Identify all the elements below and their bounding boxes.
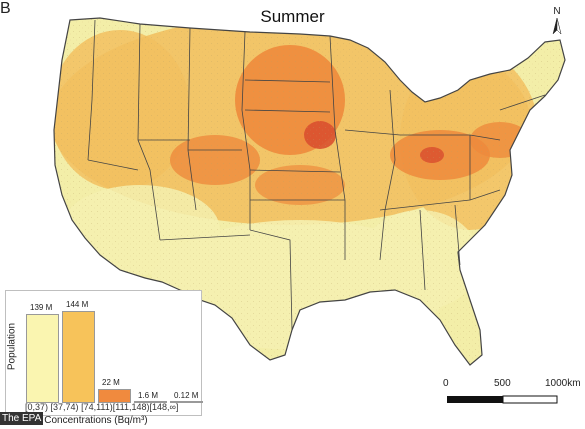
scale-label-500: 500	[494, 378, 511, 389]
north-arrow	[552, 17, 562, 35]
histogram-ylabel: Population	[6, 322, 18, 371]
histogram-bar	[98, 389, 131, 403]
population-histogram-inset: Population 139 M 144 M 22 M 1.6 M 0.12 M	[5, 290, 203, 416]
state-borders	[53, 17, 566, 366]
map-title: Summer	[260, 7, 325, 26]
histogram-bar-value: 139 M	[30, 303, 53, 312]
scale-label-1000km: 1000km	[545, 378, 581, 389]
scale-label-0: 0	[443, 378, 449, 389]
histogram-bar	[26, 314, 59, 403]
histogram-bar-value: 144 M	[66, 300, 89, 309]
histogram-bar-value: 22 M	[102, 378, 120, 387]
histogram-bar	[134, 401, 167, 403]
image-credit: The EPA	[0, 412, 44, 425]
panel-letter: B	[0, 0, 11, 17]
bin-label: [74,111)	[81, 402, 113, 412]
histogram-xlabel: Radon Concentrations (Bq/m³)	[12, 415, 148, 426]
histogram-bar-value: 0.12 M	[174, 391, 199, 400]
histogram-bar	[170, 401, 203, 403]
bin-label: [37,74)	[50, 402, 79, 412]
bin-label: [148,∞]	[149, 402, 179, 412]
histogram-bar-value: 1.6 M	[138, 391, 159, 400]
scale-bar	[447, 395, 558, 404]
histogram-bar	[62, 311, 95, 403]
bin-label: [111,148)	[112, 402, 150, 412]
north-label: N	[553, 6, 561, 17]
histogram-bin-labels: [0,37) [37,74) [74,111)[111,148)[148,∞]	[25, 402, 178, 412]
bin-label: [0,37)	[25, 402, 49, 412]
